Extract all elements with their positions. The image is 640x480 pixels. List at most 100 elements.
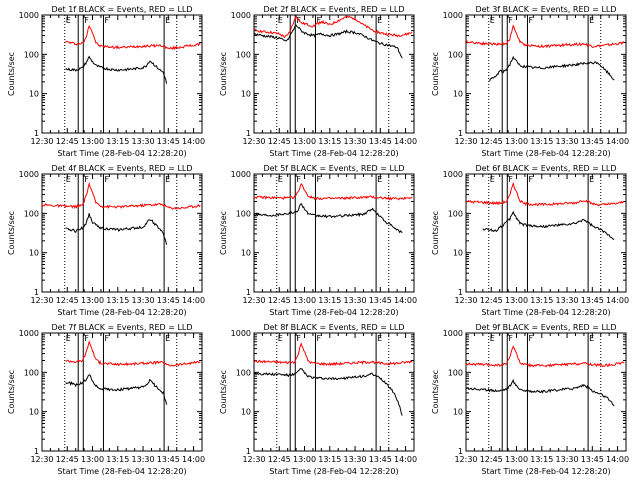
x-tick-label: 12:45 [56, 137, 79, 146]
x-tick-label: 14:00 [182, 137, 205, 146]
x-tick-label: 12:45 [56, 296, 79, 305]
x-tick-label: 13:30 [344, 137, 367, 146]
y-tick-label: 100 [24, 368, 39, 377]
plot-frame [253, 14, 415, 134]
x-tick-label: 13:45 [157, 296, 180, 305]
chart-title: Det 4f BLACK = Events, RED = LLD [51, 164, 192, 173]
plot-frame [465, 14, 627, 134]
x-tick-label: 13:15 [106, 455, 129, 464]
x-tick-label: 14:00 [182, 455, 205, 464]
y-tick-label: 100 [448, 50, 463, 59]
x-tick-label: 13:15 [530, 137, 553, 146]
y-tick-label: 100 [24, 209, 39, 218]
y-tick-label: 10 [453, 90, 463, 99]
x-tick-label: 13:30 [556, 296, 579, 305]
chart-title: Det 6f BLACK = Events, RED = LLD [475, 164, 616, 173]
chart-panel-7: Det 7f BLACK = Events, RED = LLD Counts/s… [7, 323, 205, 476]
y-tick-label: 1 [458, 129, 463, 138]
x-axis-label: Start Time (28-Feb-04 12:28:20) [57, 149, 186, 158]
y-tick-label: 100 [24, 50, 39, 59]
x-axis-label: Start Time (28-Feb-04 12:28:20) [269, 467, 398, 476]
x-tick-label: 12:30 [454, 296, 477, 305]
series-line-lld [65, 340, 201, 367]
x-tick-label: 13:45 [369, 137, 392, 146]
marker-label: F [508, 175, 513, 184]
series-line-events [465, 378, 615, 407]
chart-panel-2: Det 2f BLACK = Events, RED = LLD Counts/s… [219, 5, 417, 158]
x-tick-label: 12:30 [454, 455, 477, 464]
y-tick-label: 10 [453, 249, 463, 258]
chart-panel-8: Det 8f BLACK = Events, RED = LLD Counts/s… [219, 323, 417, 476]
marker-label: E [278, 334, 283, 343]
y-tick-label: 1 [458, 288, 463, 297]
y-tick-label: 1 [246, 288, 251, 297]
y-tick-label: 100 [448, 368, 463, 377]
series-line-lld [465, 345, 625, 368]
x-tick-label: 12:45 [480, 296, 503, 305]
plot-frame [41, 173, 203, 293]
x-tick-label: 13:15 [318, 137, 341, 146]
x-axis-label: Start Time (28-Feb-04 12:28:20) [269, 149, 398, 158]
x-tick-label: 14:00 [182, 296, 205, 305]
x-tick-label: 13:00 [505, 137, 528, 146]
marker-label: E [589, 175, 594, 184]
x-tick-label: 13:45 [369, 455, 392, 464]
x-tick-label: 13:45 [581, 296, 604, 305]
y-tick-label: 100 [236, 368, 251, 377]
marker-label: F [528, 334, 533, 343]
x-tick-label: 14:00 [394, 137, 417, 146]
marker-label: E [490, 16, 495, 25]
series-line-lld [465, 24, 625, 49]
y-axis-label: Counts/sec [431, 370, 440, 414]
y-tick-label: 1000 [231, 329, 251, 338]
y-axis-label: Counts/sec [219, 370, 228, 414]
y-tick-label: 1000 [19, 11, 39, 20]
y-tick-label: 1000 [443, 170, 463, 179]
x-tick-label: 12:30 [30, 296, 53, 305]
y-tick-label: 10 [241, 408, 251, 417]
series-line-events [489, 55, 615, 82]
y-tick-label: 1000 [19, 170, 39, 179]
marker-label: E [165, 16, 170, 25]
marker-label: F [296, 334, 301, 343]
x-tick-label: 13:30 [132, 137, 155, 146]
x-tick-label: 12:30 [454, 137, 477, 146]
chart-panel-1: Det 1f BLACK = Events, RED = LLD Counts/s… [7, 5, 205, 158]
x-tick-label: 12:30 [242, 455, 265, 464]
x-tick-label: 13:30 [344, 455, 367, 464]
y-tick-label: 1 [246, 447, 251, 456]
chart-title: Det 1f BLACK = Events, RED = LLD [51, 5, 192, 14]
x-axis-label: Start Time (28-Feb-04 12:28:20) [481, 149, 610, 158]
x-tick-label: 12:45 [480, 137, 503, 146]
x-tick-label: 13:45 [581, 455, 604, 464]
y-tick-label: 1000 [19, 329, 39, 338]
plot-frame [465, 173, 627, 293]
x-tick-label: 14:00 [606, 137, 629, 146]
marker-label: E [278, 175, 283, 184]
plot-frame [253, 332, 415, 452]
x-tick-label: 13:00 [81, 455, 104, 464]
marker-label: F [316, 175, 321, 184]
series-line-events [482, 210, 615, 240]
x-tick-label: 12:45 [56, 455, 79, 464]
marker-label: E [377, 334, 382, 343]
x-axis-label: Start Time (28-Feb-04 12:28:20) [481, 308, 610, 317]
x-tick-label: 12:30 [30, 455, 53, 464]
marker-label: F [528, 16, 533, 25]
marker-label: E [165, 175, 170, 184]
series-line-lld [253, 341, 413, 367]
y-axis-label: Counts/sec [7, 370, 16, 414]
y-axis-label: Counts/sec [431, 211, 440, 255]
y-tick-label: 1000 [231, 170, 251, 179]
marker-label: E [278, 16, 283, 25]
y-tick-label: 1000 [443, 329, 463, 338]
y-axis-label: Counts/sec [219, 211, 228, 255]
chart-title: Det 8f BLACK = Events, RED = LLD [263, 323, 404, 332]
x-tick-label: 12:45 [268, 296, 291, 305]
x-tick-label: 13:00 [505, 296, 528, 305]
marker-label: F [316, 16, 321, 25]
y-tick-label: 10 [241, 90, 251, 99]
marker-label: F [528, 175, 533, 184]
x-tick-label: 13:00 [81, 137, 104, 146]
x-tick-label: 14:00 [394, 455, 417, 464]
